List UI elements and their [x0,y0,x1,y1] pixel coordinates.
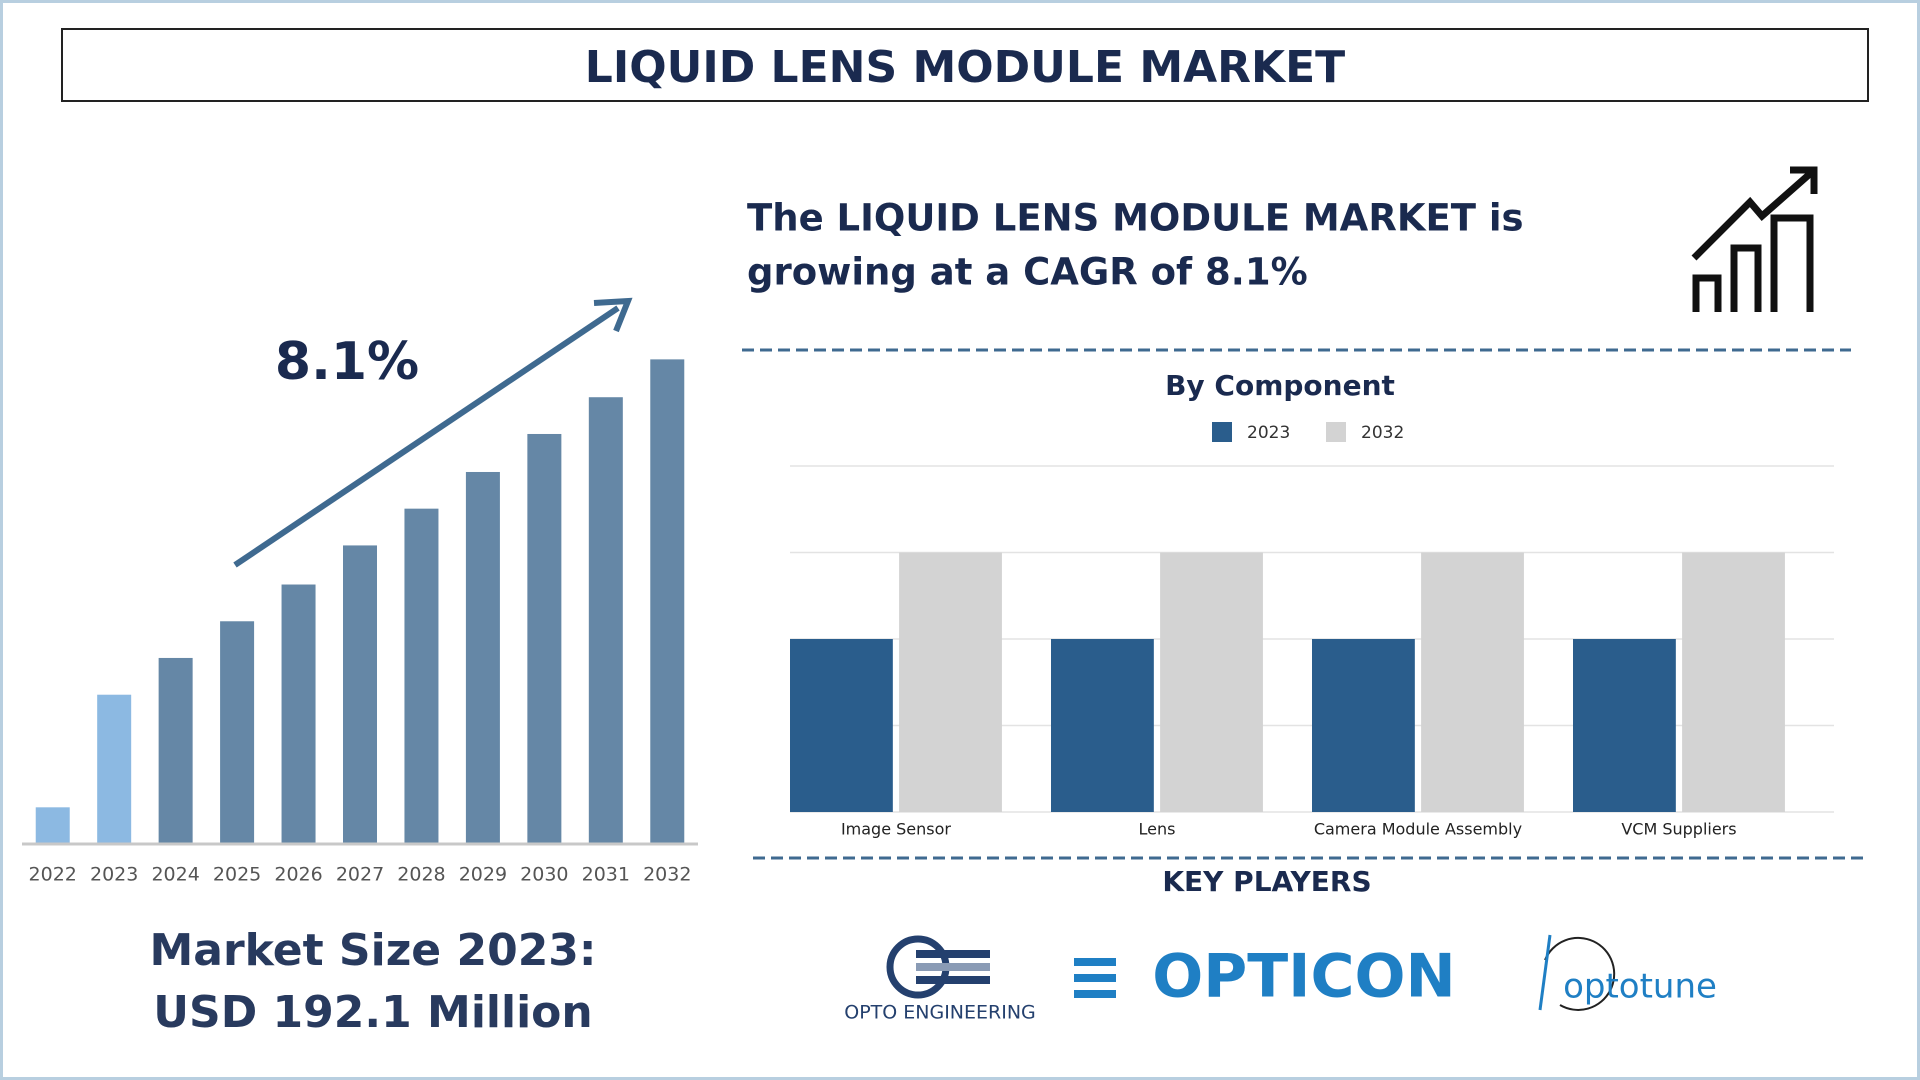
logo-mark [1074,958,1116,966]
logo-mark [916,963,990,971]
bar [588,397,623,844]
bar [158,657,193,844]
legend-label: 2032 [1361,423,1404,443]
bar [97,694,132,844]
logo-text: OPTO ENGINEERING [844,1002,1036,1024]
growth-arrow [233,305,620,568]
logo-mark [1074,990,1116,998]
x-tick-label: 2030 [520,864,568,886]
headline-line: growing at a CAGR of 8.1% [747,251,1308,294]
x-tick-label: 2029 [459,864,507,886]
page-title: LIQUID LENS MODULE MARKET [585,42,1345,93]
x-tick-label: 2031 [582,864,630,886]
bar [1682,552,1785,812]
x-tick-label: 2027 [336,864,384,886]
logo-opto-engineering: OPTO ENGINEERING [844,935,1036,1024]
bar [527,433,562,844]
bar [404,508,439,844]
title-box [61,28,1869,102]
bar [343,545,377,844]
logo-text: optotune [1563,967,1717,1007]
bar [281,584,316,844]
legend-swatch [1212,422,1232,442]
logo-optotune: optotune [1538,934,1717,1011]
x-tick-label: 2026 [274,864,322,886]
x-tick-label: 2028 [397,864,445,886]
logo-mark [916,976,990,984]
x-tick-label: 2024 [151,864,199,886]
legend-label: 2023 [1247,423,1290,443]
logo-mark [916,950,990,958]
x-tick-label: 2032 [643,864,691,886]
cagr-annotation: 8.1% [275,332,419,392]
bar [1573,639,1676,812]
logo-mark [1538,934,1552,1011]
bar [1051,639,1154,812]
bar [1160,552,1263,812]
x-tick-label: 2025 [213,864,261,886]
bar [1312,639,1415,812]
logo-opticon: OPTICON [1074,942,1456,1012]
growth-arrow-head [593,297,633,333]
growth-icon [1691,166,1818,312]
x-tick-label: Camera Module Assembly [1314,820,1522,839]
x-tick-label: 2023 [90,864,138,886]
bar [35,807,70,844]
market-size-line: USD 192.1 Million [153,987,592,1038]
chart-title: By Component [1165,369,1395,402]
x-tick-label: 2022 [29,864,77,886]
bar [465,471,500,844]
bar [790,639,893,812]
bar [899,552,1002,812]
x-tick-label: Image Sensor [841,820,951,839]
headline-line: The LIQUID LENS MODULE MARKET is [747,197,1524,240]
logo-text: OPTICON [1152,942,1456,1012]
bar [1421,552,1524,812]
logo-mark [1074,974,1116,982]
logo-mark [1544,937,1616,1011]
x-tick-label: Lens [1138,820,1175,839]
x-tick-label: VCM Suppliers [1621,820,1736,839]
section-title: KEY PLAYERS [1162,865,1371,898]
market-size-line: Market Size 2023: [149,925,596,976]
bar [650,359,685,844]
legend-swatch [1326,422,1346,442]
bar [220,621,255,844]
